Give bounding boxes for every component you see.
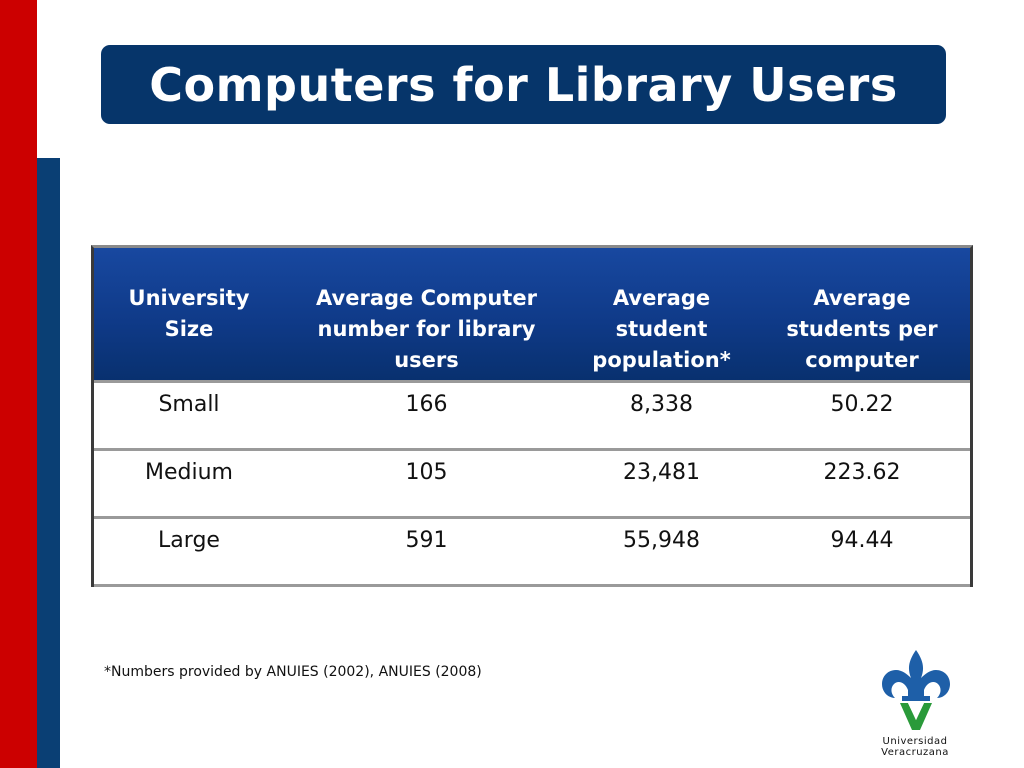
table-cell: Medium (94, 448, 284, 518)
table-cell: 223.62 (754, 448, 970, 518)
header-university-size: University Size (128, 286, 250, 341)
table-cell: Small (94, 380, 284, 450)
table-cell: 23,481 (569, 448, 754, 518)
table-header-row: University Size Average Computer number … (94, 248, 970, 382)
table-cell: 8,338 (569, 380, 754, 450)
title-banner: Computers for Library Users (101, 45, 946, 124)
header-average-student-population: Average student population* (592, 286, 731, 372)
data-table: University Size Average Computer number … (94, 248, 970, 587)
table-cell: 591 (284, 516, 569, 587)
table-cell: 105 (284, 448, 569, 518)
table-row: Large 591 55,948 94.44 (94, 516, 970, 587)
data-table-container: University Size Average Computer number … (91, 245, 973, 587)
left-red-bar (0, 0, 37, 768)
table-cell: 55,948 (569, 516, 754, 587)
table-cell: 50.22 (754, 380, 970, 450)
header-average-computer-number: Average Computer number for library user… (316, 286, 537, 372)
university-logo-icon (882, 650, 950, 730)
slide-title: Computers for Library Users (149, 57, 898, 112)
table-cell: Large (94, 516, 284, 587)
table-row: Medium 105 23,481 223.62 (94, 448, 970, 518)
footnote: *Numbers provided by ANUIES (2002), ANUI… (104, 664, 482, 680)
logo-text: Universidad Veracruzana (881, 736, 949, 758)
table-cell: 166 (284, 380, 569, 450)
table-row: Small 166 8,338 50.22 (94, 380, 970, 450)
left-blue-bar (37, 158, 60, 768)
table-cell: 94.44 (754, 516, 970, 587)
header-average-students-per-computer: Average students per computer (786, 286, 938, 372)
